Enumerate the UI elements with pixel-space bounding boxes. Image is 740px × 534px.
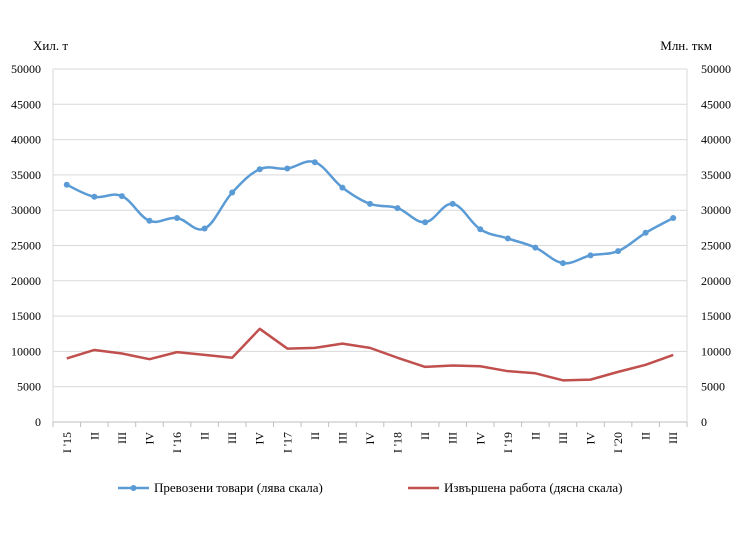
- x-tick-label: I '20: [611, 432, 625, 453]
- x-tick-label: IV: [142, 432, 156, 445]
- x-tick-label: III: [556, 432, 570, 444]
- data-point: [642, 229, 649, 236]
- data-point: [256, 166, 263, 173]
- series-work-tkm: [66, 327, 674, 382]
- y-tick-label-left: 30000: [11, 203, 41, 217]
- axes: [52, 69, 688, 423]
- x-tick-label: I '18: [391, 432, 405, 453]
- data-point: [146, 217, 153, 224]
- x-tick-label: III: [666, 432, 680, 444]
- y-tick-label-right: 50000: [701, 62, 731, 76]
- x-tick-label: II: [198, 432, 212, 440]
- data-point: [339, 184, 346, 191]
- series-freight-tonnes: [63, 159, 677, 267]
- data-point: [477, 226, 484, 233]
- y-tick-label-left: 40000: [11, 133, 41, 147]
- series-line: [66, 327, 674, 382]
- x-tick-label: I '16: [170, 432, 184, 453]
- y-tick-label-left: 10000: [11, 344, 41, 358]
- x-axis: I '15 II III IV I '16 II III IV I '17 II III IV I '1…: [52, 422, 688, 453]
- y-tick-label-left: 35000: [11, 168, 41, 182]
- y-tick-label-right: 20000: [701, 274, 731, 288]
- x-tick-label: I '19: [501, 432, 515, 453]
- data-point: [118, 193, 125, 200]
- y-tick-label-right: 5000: [701, 380, 725, 394]
- series-layer: [63, 159, 677, 382]
- y-tick-label-right: 10000: [701, 344, 731, 358]
- data-point: [449, 200, 456, 207]
- data-point: [504, 235, 511, 242]
- data-point: [311, 159, 318, 166]
- x-tick-label: I '15: [60, 432, 74, 453]
- y-tick-label-right: 15000: [701, 309, 731, 323]
- data-point: [284, 165, 291, 172]
- legend-label-work: Извършена работа (дясна скала): [444, 480, 622, 495]
- x-tick-label: II: [308, 432, 322, 440]
- x-tick-label: III: [225, 432, 239, 444]
- y-tick-label-left: 5000: [17, 380, 41, 394]
- data-point: [615, 248, 622, 255]
- x-tick-label: I '17: [280, 432, 294, 453]
- data-point: [559, 260, 566, 267]
- right-axis-unit: Млн. ткм: [660, 38, 712, 53]
- y-tick-label-left: 15000: [11, 309, 41, 323]
- y-tick-label-right: 40000: [701, 133, 731, 147]
- y-tick-label-right: 35000: [701, 168, 731, 182]
- x-tick-label: IV: [253, 432, 267, 445]
- y-tick-label-left: 0: [35, 415, 41, 429]
- y-tick-label-left: 20000: [11, 274, 41, 288]
- legend-label-freight: Превозени товари (лява скала): [154, 480, 323, 495]
- data-point: [532, 244, 539, 251]
- y-tick-label-left: 45000: [11, 97, 41, 111]
- y-tick-label-right: 25000: [701, 239, 731, 253]
- x-tick-label: III: [446, 432, 460, 444]
- x-tick-label: III: [115, 432, 129, 444]
- right-y-axis: 0 5000 10000 15000 20000 25000 30000 35000 40000…: [701, 62, 731, 429]
- y-tick-label-right: 30000: [701, 203, 731, 217]
- data-point: [422, 219, 429, 226]
- legend: Превозени товари (лява скала) Извършена …: [118, 480, 622, 495]
- data-point: [670, 214, 677, 221]
- data-point: [367, 200, 373, 207]
- y-tick-label-left: 50000: [11, 62, 41, 76]
- legend-marker-freight: [130, 485, 137, 491]
- x-tick-label: II: [528, 432, 542, 440]
- x-tick-label: III: [335, 432, 349, 444]
- data-point: [394, 205, 401, 212]
- x-tick-label: IV: [473, 432, 487, 445]
- y-tick-label-left: 25000: [11, 239, 41, 253]
- y-tick-label-right: 45000: [701, 97, 731, 111]
- data-point: [587, 252, 594, 259]
- data-point: [201, 225, 208, 232]
- y-tick-label-right: 0: [701, 415, 707, 429]
- x-tick-label: II: [87, 432, 101, 440]
- left-axis-unit: Хил. т: [33, 38, 68, 53]
- left-y-axis: 0 5000 10000 15000 20000 25000 30000 35000 40000…: [11, 62, 41, 429]
- x-tick-label: II: [418, 432, 432, 440]
- x-tick-label: IV: [363, 432, 377, 445]
- data-point: [229, 189, 236, 196]
- data-point: [174, 214, 181, 221]
- x-tick-label: IV: [584, 432, 598, 445]
- x-tick-label: II: [639, 432, 653, 440]
- series-line: [66, 160, 674, 265]
- data-point: [91, 193, 98, 200]
- data-point: [63, 181, 70, 188]
- gridlines: [53, 68, 687, 388]
